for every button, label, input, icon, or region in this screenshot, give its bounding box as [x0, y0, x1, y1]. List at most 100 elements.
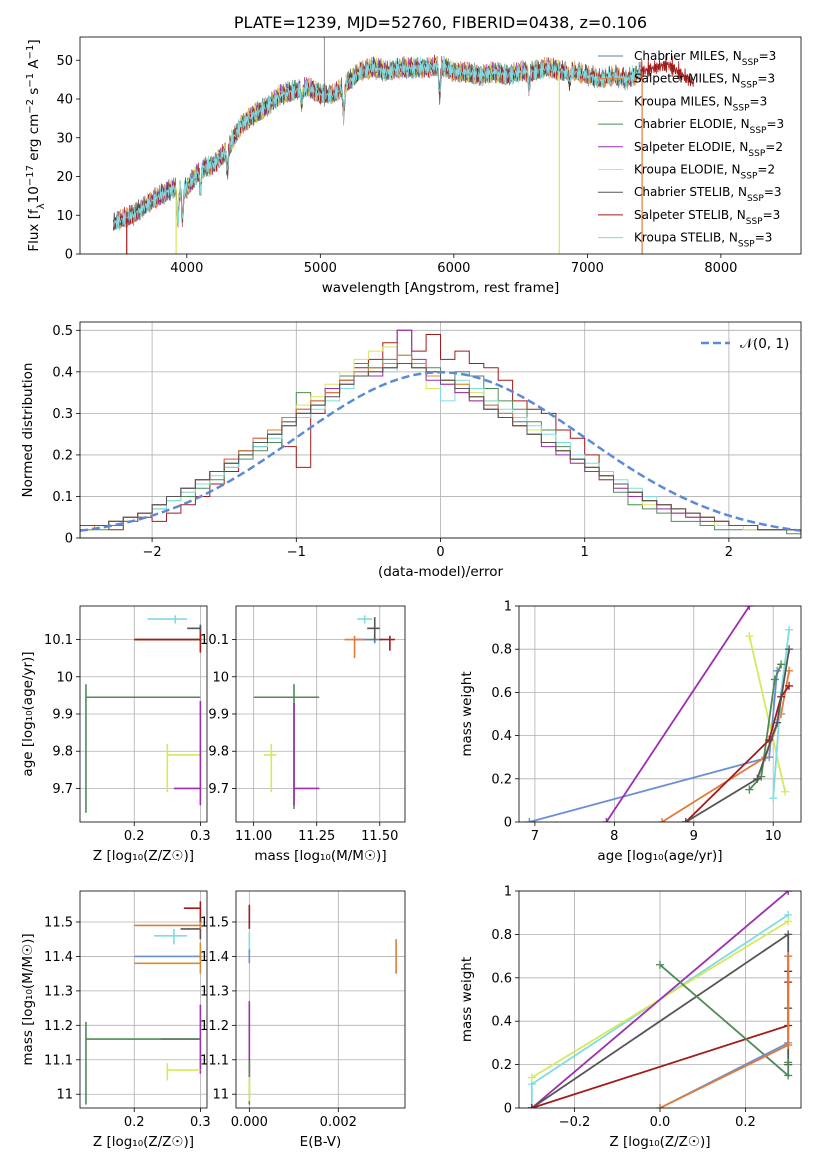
residual_histogram-plot — [80, 329, 801, 538]
errorbar-point-kroupa_stelib — [147, 615, 188, 624]
weight-marker-chabrier_stelib — [784, 930, 793, 939]
age_vs_mass-ytick-label: 9.8 — [208, 745, 229, 760]
weight_vs_metallicity-ytick-label: 0.4 — [491, 1015, 512, 1030]
mass_vs_metallicity-ytick-label: 11 — [56, 1088, 73, 1103]
weight_vs_age-axes: 7 8 9 10 0 0.2 0.4 0.6 0.8 1 age [log₁₀(age/yr)] ma… — [459, 600, 802, 864]
spectrum-line-chabrier_stelib — [113, 56, 641, 231]
errorbar-point-kroupa_elodie — [263, 743, 277, 793]
age_vs_metallicity-ytick-label: 9.9 — [52, 708, 73, 723]
weight-line-salpeter_elodie — [531, 891, 789, 1108]
weight-line-chabrier_stelib — [685, 649, 790, 822]
legend-label: Salpeter MILES, NSSP=3 — [634, 72, 775, 91]
weight_vs_age-plot — [525, 606, 794, 822]
weight_vs_age-xlabel: age [log₁₀(age/yr)] — [597, 848, 722, 864]
age_vs_mass-grid — [236, 606, 405, 822]
legend-label-sub: SSP — [738, 240, 755, 250]
mass_vs_metallicity-ytick-label: 11.2 — [44, 1019, 73, 1034]
age_vs_metallicity-plot — [85, 615, 202, 813]
errorbar-point-chabrier_elodie — [85, 684, 201, 813]
weight-marker-chabrier_stelib — [681, 818, 690, 822]
spectrum-xtick-label: 4000 — [170, 261, 203, 276]
legend-label-sub: SSP — [750, 126, 767, 136]
residual_histogram-ytick-label: 0 — [65, 532, 73, 547]
spectrum-xtick-label: 6000 — [437, 261, 470, 276]
weight-line-miles_blue — [529, 670, 779, 822]
weight-line-chabrier_elodie — [659, 964, 790, 1078]
age_vs_mass-ytick-label: 9.9 — [208, 708, 229, 723]
weight-line-chabrier_elodie — [748, 663, 782, 791]
errorbar-point-salpeter_stelib — [183, 901, 202, 922]
mass_vs_metallicity-spines — [79, 890, 208, 1109]
residual_histogram-ytick-label: 0.3 — [52, 407, 73, 422]
chart-title: PLATE=1239, MJD=52760, FIBERID=0438, z=0… — [234, 13, 647, 32]
weight_vs_metallicity-ytick-label: 0 — [504, 1102, 512, 1117]
legend-label-base: Salpeter MILES, N — [634, 72, 741, 86]
spectrum-ylabel: Flux [fλ10−17 erg cm−2 s−1 A−1] — [25, 39, 47, 251]
legend-label-tail: =3 — [766, 117, 784, 131]
errorbar-point-chabrier_stelib — [187, 624, 202, 633]
legend-label: Chabrier STELIB, NSSP=3 — [634, 185, 782, 204]
age_vs_metallicity-ylabel: age [log₁₀(age/yr)] — [20, 651, 36, 776]
weight_vs_metallicity-xtick-label: −0.2 — [559, 1115, 591, 1130]
weight_vs_metallicity-ytick-label: 0.2 — [491, 1058, 512, 1073]
errorbar-point-kroupa_stelib — [357, 615, 373, 624]
legend-label: Kroupa MILES, NSSP=3 — [634, 94, 767, 113]
weight_vs_metallicity-frame: −0.2 0.0 0.2 0 0.2 0.4 0.6 0.8 1 Z [log₁₀(Z/Z☉)] m… — [459, 885, 802, 1150]
legend-label-tail: =3 — [763, 208, 781, 222]
age_vs_mass-xtick-label: 11.25 — [298, 829, 335, 844]
weight_vs_metallicity-xtick-label: 0.0 — [650, 1115, 671, 1130]
legend-label: Salpeter ELODIE, NSSP=2 — [634, 140, 783, 159]
residual_histogram-ytick-label: 0.2 — [52, 448, 73, 463]
legend-label-tail: =3 — [764, 185, 782, 199]
errorbar-point-salpeter_stelib — [379, 635, 395, 651]
mass_vs_metallicity-frame: 0.2 0.3 11 11.1 11.2 11.3 11.4 11.5 Z [log₁₀(Z/Z… — [20, 890, 211, 1150]
residual_histogram-frame: −2 −1 0 1 2 0 0.1 0.2 0.3 0.4 0.5 (data-model)/erro… — [20, 321, 802, 580]
spectrum-ylabel-part: 10 — [26, 186, 42, 203]
age_vs_mass-ytick-label: 9.7 — [208, 782, 229, 797]
age_vs_metallicity-xtick-label: 0.3 — [190, 829, 211, 844]
spectrum-ylabel-part: λ — [36, 203, 47, 209]
mass_vs_ebv-ytick-label: 11.2 — [200, 1019, 229, 1034]
legend-label-tail: =3 — [755, 231, 773, 245]
errorbar-point-kroupa_stelib — [154, 928, 188, 945]
mass_vs_metallicity-ytick-label: 11.3 — [44, 984, 73, 999]
spectrum-xtick-label: 8000 — [704, 261, 737, 276]
weight-marker-salpeter_miles — [657, 818, 666, 822]
errorbar-point-kroupa_elodie — [166, 1063, 201, 1081]
spectrum-line-kroupa_stelib — [113, 56, 641, 230]
spectrum-axes: 4000 5000 6000 7000 8000 0 10 20 30 40 50 wavelengt… — [25, 13, 802, 296]
age_vs_mass-xtick-label: 11.50 — [361, 829, 398, 844]
mass_vs_metallicity-ytick-label: 11.1 — [44, 1053, 73, 1068]
weight-marker-chabrier_stelib — [773, 718, 782, 727]
weight-marker-salpeter_miles — [784, 952, 793, 961]
weight-marker-chabrier_elodie — [777, 660, 786, 669]
weight-marker-kroupa_stelib — [785, 625, 794, 634]
weight_vs_age-ytick-label: 1 — [504, 600, 512, 615]
legend-label-tail: =3 — [757, 72, 775, 86]
age_vs_mass-ytick-label: 10.1 — [200, 633, 229, 648]
spectrum-ylabel-part: −17 — [25, 165, 36, 186]
spectrum-line-salpeter_stelib — [113, 54, 641, 230]
errorbar-point-miles_blue — [134, 953, 202, 960]
weight_vs_metallicity-xlabel: Z [log₁₀(Z/Z☉)] — [609, 1134, 710, 1150]
weight-marker-kroupa_stelib — [769, 794, 778, 803]
normal-curve — [80, 371, 801, 532]
errorbar-point-salpeter_stelib — [134, 626, 202, 653]
errorbar-point-chabrier_elodie — [85, 1021, 201, 1105]
residual_histogram-axes: −2 −1 0 1 2 0 0.1 0.2 0.3 0.4 0.5 (data-model)/erro… — [20, 321, 802, 580]
weight_vs_metallicity-plot — [527, 891, 793, 1108]
mass_vs_ebv-plot — [248, 904, 397, 1105]
weight-line-kroupa_elodie — [748, 635, 786, 793]
age_vs_metallicity-xtick-label: 0.2 — [124, 829, 145, 844]
residual_histogram-ylabel: Normed distribution — [20, 363, 36, 498]
spectrum-ylabel-part: Flux [f — [26, 208, 42, 252]
weight-line-salpeter_elodie — [605, 606, 751, 822]
spectrum-ytick-label: 0 — [65, 248, 73, 263]
legend-label-sub: SSP — [747, 194, 764, 204]
weight_vs_age-ylabel: mass weight — [459, 671, 475, 756]
weight_vs_metallicity-xtick-label: 0.2 — [735, 1115, 756, 1130]
weight_vs_age-frame: 7 8 9 10 0 0.2 0.4 0.6 0.8 1 age [log₁₀(age/yr)] ma… — [459, 600, 802, 864]
weight_vs_age-xtick-label: 9 — [690, 829, 698, 844]
